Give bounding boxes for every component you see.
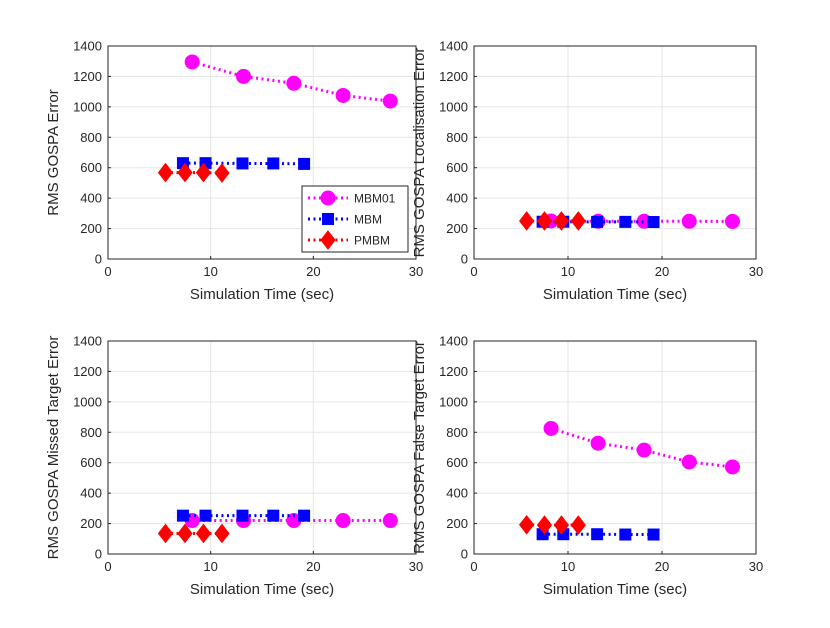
panel-2-xlabel: Simulation Time (sec)	[543, 286, 687, 303]
panel-3-ytick-label: 200	[80, 516, 102, 531]
panel-4-ytick-label: 1200	[439, 364, 468, 379]
panel-4-xtick-label: 20	[655, 559, 669, 574]
panel-3-series-MBM01-point	[383, 514, 397, 528]
panel-1-ylabel: RMS GOSPA Error	[45, 89, 62, 215]
panel-1-series-MBM-point	[299, 158, 310, 169]
panel-4-plot-area	[474, 341, 756, 554]
panel-3-series-MBM-point	[177, 510, 188, 521]
panel-1-ytick-label: 1200	[73, 69, 102, 84]
panel-4-ytick-label: 1000	[439, 394, 468, 409]
panel-4-series-MBM01-point	[726, 460, 740, 474]
panel-2-xtick-label: 0	[470, 264, 477, 279]
panel-3-series-MBM-point	[299, 510, 310, 521]
panel-2-ytick-label: 0	[461, 252, 468, 267]
panel-3-ytick-label: 1400	[73, 334, 102, 349]
panel-1-series-MBM01-point	[336, 88, 350, 102]
panel-2-ytick-label: 200	[446, 221, 468, 236]
panel-4-series-MBM01-point	[682, 455, 696, 469]
panel-2-series-MBM01-point	[726, 214, 740, 228]
panel-2-plot-area	[474, 46, 756, 259]
panel-1-series-MBM01-point	[383, 94, 397, 108]
legend-MBM01-marker	[321, 191, 335, 205]
legend-MBM-marker	[323, 214, 334, 225]
panel-4-ytick-label: 600	[446, 455, 468, 470]
panel-3-series-MBM01-point	[336, 514, 350, 528]
panel-3-ytick-label: 600	[80, 455, 102, 470]
panel-1-ytick-label: 1000	[73, 99, 102, 114]
panel-3-ytick-label: 1200	[73, 364, 102, 379]
panel-3-xtick-label: 30	[409, 559, 423, 574]
panel-1-ytick-label: 200	[80, 221, 102, 236]
panel-1-xtick-label: 0	[104, 264, 111, 279]
legend-MBM01-label: MBM01	[354, 192, 396, 206]
panel-4-ytick-label: 400	[446, 486, 468, 501]
panel-1-ytick-label: 600	[80, 160, 102, 175]
panel-4-series-MBM01-point	[591, 436, 605, 450]
panel-2-xtick-label: 10	[561, 264, 575, 279]
panel-1: 0 10 20 30 0 200 400 600 800 1000 1200 1400 Simulati…	[45, 39, 423, 304]
panel-4: 0 10 20 30 0 200 400 600 800 1000 1200 1400 Simulati…	[411, 334, 763, 599]
panel-3-xlabel: Simulation Time (sec)	[190, 581, 334, 598]
panel-1-xlabel: Simulation Time (sec)	[190, 286, 334, 303]
panel-4-ylabel: RMS GOSPA False Target Error	[411, 341, 428, 554]
panel-4-xlabel: Simulation Time (sec)	[543, 581, 687, 598]
panel-3-xtick-label: 10	[203, 559, 217, 574]
panel-3-xtick-label: 20	[306, 559, 320, 574]
panel-1-series-MBM-point	[268, 158, 279, 169]
panel-3: 0 10 20 30 0 200 400 600 800 1000 1200 1400 Simulati…	[45, 334, 423, 599]
panel-2-ytick-label: 600	[446, 160, 468, 175]
panel-1-ytick-label: 400	[80, 191, 102, 206]
panel-2-series-MBM-point	[592, 216, 603, 227]
panel-2-ytick-label: 1400	[439, 39, 468, 54]
panel-4-series-MBM-point	[592, 529, 603, 540]
panel-4-series-MBM01-point	[637, 443, 651, 457]
panel-2-xtick-label: 30	[749, 264, 763, 279]
panel-4-ytick-label: 200	[446, 516, 468, 531]
panel-4-xtick-label: 0	[470, 559, 477, 574]
panel-1-series-MBM01-point	[287, 76, 301, 90]
panel-2-ytick-label: 1200	[439, 69, 468, 84]
panel-3-series-MBM-point	[200, 510, 211, 521]
panel-1-ytick-label: 0	[95, 252, 102, 267]
panel-1-ytick-label: 800	[80, 130, 102, 145]
panel-3-ytick-label: 800	[80, 425, 102, 440]
panel-1-series-MBM-point	[237, 158, 248, 169]
panel-3-series-MBM-point	[237, 510, 248, 521]
panel-3-ytick-label: 0	[95, 547, 102, 562]
panel-1-xtick-label: 20	[306, 264, 320, 279]
panel-4-xtick-label: 10	[561, 559, 575, 574]
panel-1-series-MBM01-point	[237, 69, 251, 83]
panel-2-series-MBM-point	[648, 217, 659, 228]
panel-1-series-MBM01-point	[185, 55, 199, 69]
panel-2-series-MBM-point	[620, 216, 631, 227]
panel-4-series-MBM-point	[620, 529, 631, 540]
panel-4-series-MBM-point	[648, 529, 659, 540]
panel-2-ytick-label: 800	[446, 130, 468, 145]
panel-3-ylabel: RMS GOSPA Missed Target Error	[45, 336, 62, 560]
panel-1-ytick-label: 1400	[73, 39, 102, 54]
panel-3-ytick-label: 400	[80, 486, 102, 501]
panel-1-xtick-label: 30	[409, 264, 423, 279]
panel-4-ytick-label: 0	[461, 547, 468, 562]
panel-3-series-MBM-point	[268, 510, 279, 521]
panel-3-xtick-label: 0	[104, 559, 111, 574]
panel-4-series-MBM01-point	[544, 421, 558, 435]
panel-1-xtick-label: 10	[203, 264, 217, 279]
panel-2: 0 10 20 30 0 200 400 600 800 1000 1200 1400 Simulati…	[411, 39, 763, 304]
panel-4-ytick-label: 1400	[439, 334, 468, 349]
panel-2-ytick-label: 400	[446, 191, 468, 206]
panel-4-ytick-label: 800	[446, 425, 468, 440]
legend: MBM01 MBM PMBM	[302, 186, 408, 252]
panel-3-ytick-label: 1000	[73, 394, 102, 409]
panel-2-ytick-label: 1000	[439, 99, 468, 114]
panel-2-xtick-label: 20	[655, 264, 669, 279]
panel-2-ylabel: RMS GOSPA Localisation Error	[411, 48, 428, 258]
panel-3-plot-area	[108, 341, 416, 554]
panel-4-xtick-label: 30	[749, 559, 763, 574]
legend-PMBM-label: PMBM	[354, 234, 390, 248]
panel-2-series-MBM01-point	[682, 214, 696, 228]
legend-MBM-label: MBM	[354, 213, 382, 227]
